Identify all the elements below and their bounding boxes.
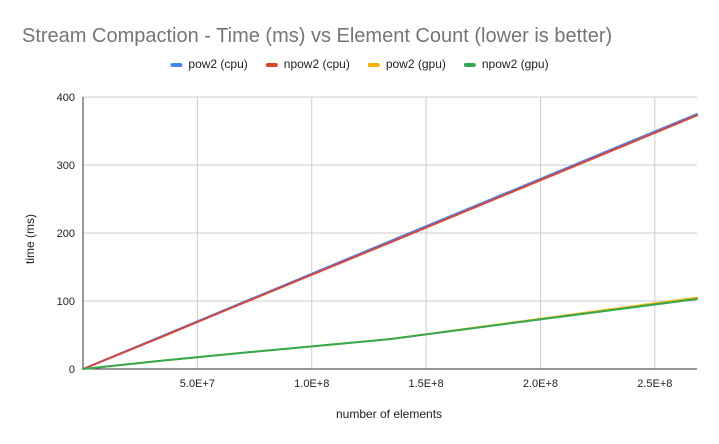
y-tick-label: 400: [57, 92, 75, 104]
legend-item[interactable]: pow2 (gpu): [367, 57, 446, 71]
x-axis-label: number of elements: [336, 407, 442, 421]
legend: pow2 (cpu) npow2 (cpu) pow2 (gpu) npow2 (gp…: [170, 57, 549, 71]
y-tick-label: 100: [57, 296, 75, 308]
tick-labels: 0 100 200 300 400 5.0E+7 1.0E+8 1.5E+8 2.0E+8 2.5…: [57, 92, 673, 390]
y-axis-label: time (ms): [23, 214, 37, 264]
legend-label: npow2 (cpu): [284, 57, 350, 71]
y-tick-label: 200: [57, 228, 75, 240]
series-lines: [82, 113, 698, 370]
x-tick-label: 2.0E+8: [523, 378, 558, 390]
series-line-2: [82, 114, 698, 370]
legend-swatch: [463, 63, 476, 67]
axes: [82, 97, 697, 370]
legend-item[interactable]: pow2 (cpu): [170, 57, 248, 71]
x-tick-label: 5.0E+7: [180, 378, 215, 390]
x-tick-label: 1.5E+8: [409, 378, 444, 390]
legend-swatch: [170, 63, 183, 67]
y-tick-label: 300: [57, 160, 75, 172]
legend-item[interactable]: npow2 (cpu): [265, 57, 350, 71]
legend-item[interactable]: npow2 (gpu): [463, 57, 549, 71]
series-line-4: [82, 297, 698, 370]
legend-label: pow2 (cpu): [188, 57, 247, 71]
x-tick-label: 1.0E+8: [294, 378, 329, 390]
x-tick-label: 2.5E+8: [637, 378, 672, 390]
chart-title: Stream Compaction - Time (ms) vs Element…: [22, 25, 612, 47]
legend-label: npow2 (gpu): [482, 57, 549, 71]
legend-swatch: [367, 63, 380, 67]
legend-label: pow2 (gpu): [386, 57, 446, 71]
legend-swatch: [265, 63, 278, 67]
grid: [83, 96, 697, 369]
y-tick-label: 0: [69, 364, 75, 376]
